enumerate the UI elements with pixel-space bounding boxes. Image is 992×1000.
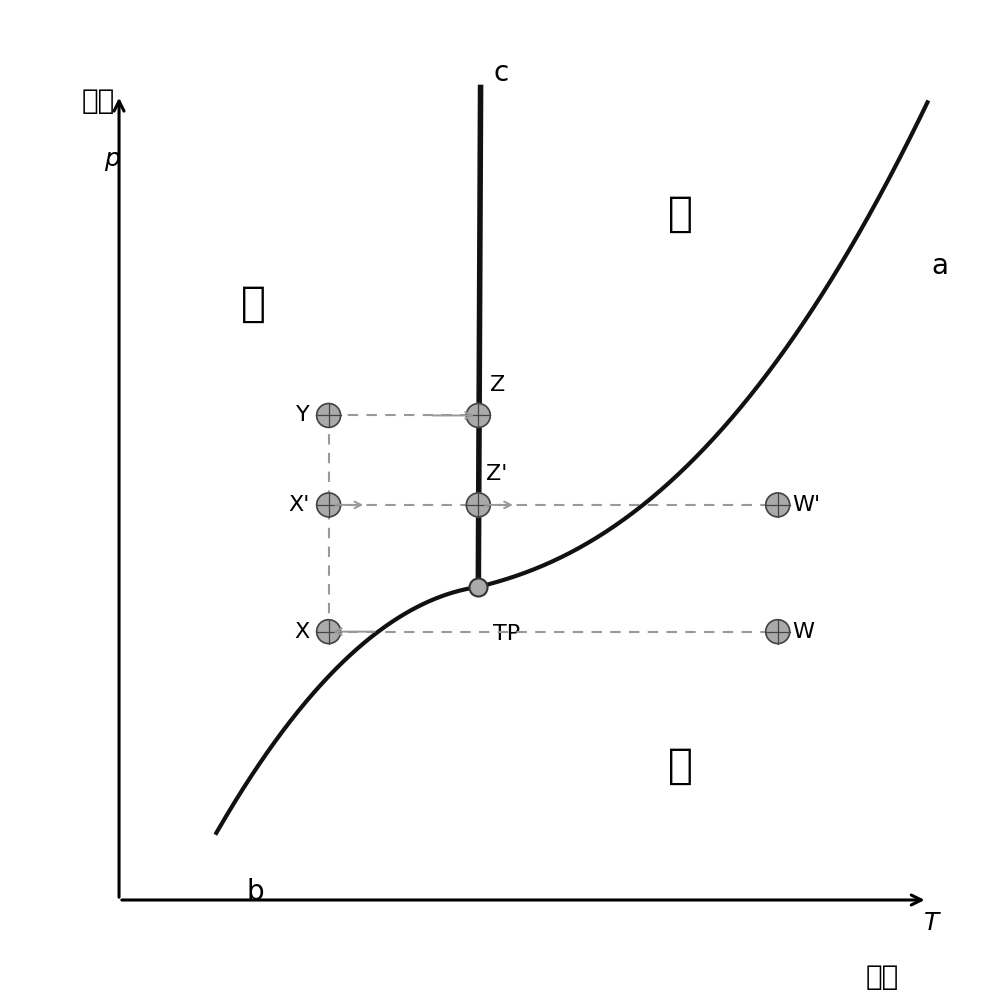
Text: 压力: 压力 [81,87,115,115]
Text: X: X [295,622,310,642]
Circle shape [316,620,340,644]
Text: a: a [931,252,948,280]
Circle shape [316,493,340,517]
Text: W': W' [793,495,820,515]
Circle shape [466,493,490,517]
Circle shape [466,404,490,427]
Text: Z': Z' [486,464,507,484]
Text: Z: Z [490,375,505,395]
Text: p: p [104,147,120,171]
Text: c: c [493,59,509,87]
Text: Y: Y [297,405,310,425]
Text: X': X' [289,495,310,515]
Text: 气: 气 [668,745,693,787]
Text: T: T [924,911,938,935]
Text: 液: 液 [668,193,693,235]
Text: 固: 固 [241,283,266,325]
Circle shape [766,493,790,517]
Text: 温度: 温度 [866,963,899,991]
Circle shape [766,620,790,644]
Text: TP: TP [493,624,521,644]
Text: W: W [793,622,814,642]
Circle shape [316,404,340,427]
Text: b: b [246,878,264,906]
